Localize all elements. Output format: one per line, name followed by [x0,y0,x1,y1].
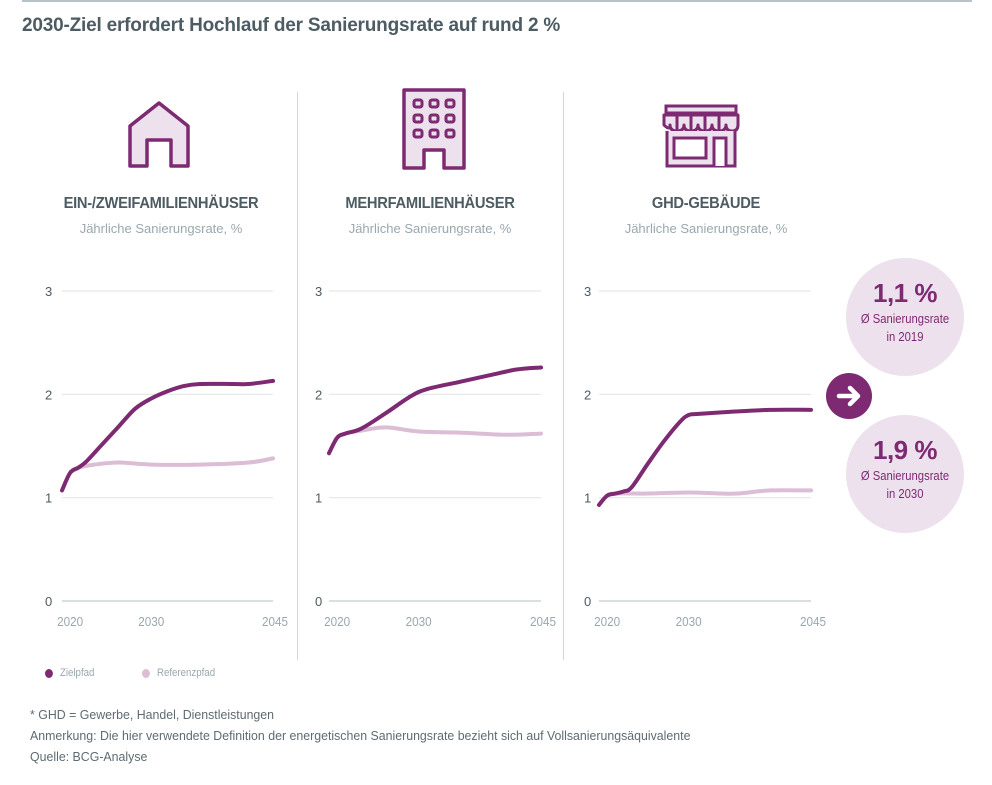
bubble-2030: 1,9 % Ø Sanierungsrate in 2030 [846,415,964,533]
panel-title: MEHRFAMILIENHÄUSER [345,195,515,212]
legend-item-zielpfad: Zielpfad [45,667,94,679]
panel-subtitle: Jährliche Sanierungsrate, % [348,221,512,236]
bubble-label: in 2019 [886,330,924,344]
panel-title: GHD-GEBÄUDE [651,195,761,212]
legend-label: Referenzpfad [156,667,216,679]
y-tick-label: 2 [45,387,52,402]
series-line-referenzpfad [60,456,275,493]
panel-heading-mfh: MEHRFAMILIENHÄUSER Jährliche Sanierungsr… [290,195,570,236]
y-tick-label: 3 [45,284,52,299]
bubble-label: Ø Sanierungsrate [860,312,950,326]
panel-divider [563,92,564,660]
arrow-right-icon [826,373,872,419]
apartment-building-icon [402,88,466,170]
x-tick-label: 2030 [138,614,164,629]
panel-subtitle: Jährliche Sanierungsrate, % [624,221,788,236]
x-tick-label: 2030 [406,614,432,629]
footnotes: * GHD = Gewerbe, Handel, Dienstleistunge… [30,704,725,767]
y-tick-label: 0 [584,594,591,609]
bubble-label: Ø Sanierungsrate [860,469,950,483]
series-line-zielpfad [597,407,813,507]
bubble-value: 1,9 % [873,435,938,465]
x-tick-label: 2045 [262,614,288,629]
panel-subtitle: Jährliche Sanierungsrate, % [79,221,243,236]
bubble-value: 1,1 % [873,278,938,308]
series-line-referenzpfad [327,425,543,456]
page-title: 2030-Ziel erfordert Hochlauf der Sanieru… [22,15,561,36]
legend-swatch [142,668,150,678]
x-tick-label: 2020 [57,614,83,629]
y-tick-label: 2 [315,387,322,402]
panel-heading-efh: EIN-/ZWEIFAMILIENHÄUSER Jährliche Sanier… [21,195,301,236]
bubble-label: in 2030 [886,487,924,501]
house-icon [128,101,190,168]
footnote-quelle: Quelle: BCG-Analyse [30,749,148,764]
footnote-ghd: * GHD = Gewerbe, Handel, Dienstleistunge… [30,707,275,722]
legend-swatch [45,668,53,678]
top-rule [22,0,972,2]
y-tick-label: 0 [45,594,52,609]
y-tick-label: 1 [584,491,591,506]
panel-heading-ghd: GHD-GEBÄUDE Jährliche Sanierungsrate, % [566,195,846,236]
bubble-2019: 1,1 % Ø Sanierungsrate in 2019 [846,258,964,376]
x-tick-label: 2020 [324,614,350,629]
legend-item-referenzpfad: Referenzpfad [142,667,215,679]
panel-divider [297,92,298,660]
storefront-icon [662,104,740,168]
y-tick-label: 2 [584,387,591,402]
legend-label: Zielpfad [59,667,95,679]
series-line-zielpfad [327,365,543,456]
y-tick-label: 3 [315,284,322,299]
x-tick-label: 2030 [676,614,702,629]
x-tick-label: 2045 [800,614,826,629]
x-tick-label: 2045 [530,614,556,629]
x-tick-label: 2020 [594,614,620,629]
series-line-zielpfad [60,378,275,493]
y-tick-label: 1 [45,491,52,506]
y-tick-label: 0 [315,594,322,609]
y-tick-label: 1 [315,491,322,506]
panel-title: EIN-/ZWEIFAMILIENHÄUSER [63,195,259,212]
y-tick-label: 3 [584,284,591,299]
footnote-anmerkung: Anmerkung: Die hier verwendete Definitio… [30,728,691,743]
